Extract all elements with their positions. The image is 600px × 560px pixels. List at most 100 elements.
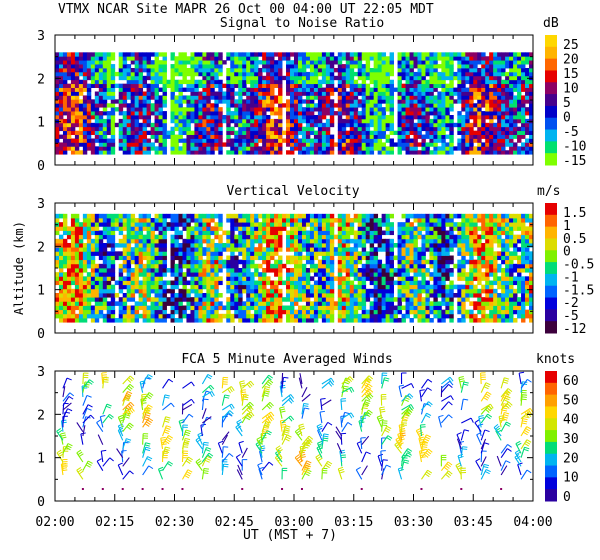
snr-cell — [313, 118, 319, 124]
snr-cell — [122, 87, 128, 92]
vv-cell — [230, 293, 235, 298]
snr-cell — [270, 71, 275, 77]
snr-cell — [509, 150, 514, 155]
snr-cell — [317, 150, 323, 155]
vv-cell — [365, 318, 371, 323]
vv-cell — [385, 313, 390, 319]
snr-cell — [337, 118, 343, 124]
snr-cell — [258, 130, 263, 135]
snr-cell — [230, 60, 235, 65]
snr-cell — [409, 91, 414, 96]
snr-cell — [461, 87, 466, 92]
vv-cell — [110, 318, 116, 323]
snr-cell — [134, 107, 140, 112]
vv-cell — [202, 272, 207, 277]
vv-cell — [70, 272, 76, 277]
snr-cell — [513, 115, 518, 120]
snr-cell — [325, 75, 331, 81]
vv-cell — [182, 272, 187, 277]
vv-cell — [222, 313, 227, 319]
vv-cell — [270, 226, 275, 231]
snr-cell — [154, 79, 159, 85]
snr-cell — [481, 79, 486, 85]
snr-cell — [457, 52, 462, 57]
vv-cell — [210, 318, 215, 323]
snr-cell — [294, 134, 299, 139]
snr-cell — [274, 79, 279, 85]
snr-cell — [158, 103, 163, 108]
vv-cell — [305, 255, 311, 261]
vv-cell — [270, 284, 275, 290]
vv-cell — [373, 305, 379, 311]
vv-cell — [70, 309, 76, 315]
snr-cell — [321, 111, 327, 116]
snr-cell — [62, 68, 68, 73]
snr-cell — [262, 150, 267, 155]
vv-cell — [194, 280, 199, 286]
vv-cell — [58, 313, 64, 319]
snr-cell — [509, 146, 514, 151]
snr-cell — [337, 126, 343, 132]
vv-cell — [262, 255, 267, 261]
snr-cell — [497, 75, 502, 81]
snr-cell — [226, 83, 231, 88]
vv-cell — [198, 255, 203, 261]
vv-cell — [337, 313, 343, 319]
snr-cell — [381, 118, 387, 124]
vv-cell — [98, 288, 104, 294]
vv-cell — [214, 226, 219, 231]
vv-cell — [238, 234, 243, 240]
vv-cell — [377, 263, 383, 269]
snr-cell — [182, 146, 187, 151]
snr-cell — [206, 138, 211, 143]
vv-cell — [158, 238, 163, 244]
vv-cell — [142, 309, 148, 315]
snr-cell — [449, 150, 454, 155]
vv-cell — [130, 284, 136, 290]
vv-cell — [70, 218, 76, 223]
snr-cell — [126, 150, 132, 155]
snr-cell — [445, 111, 450, 116]
snr-cell — [517, 103, 522, 108]
snr-cell — [357, 134, 363, 139]
vv-cell — [369, 280, 375, 286]
snr-cell — [385, 75, 390, 81]
snr-cell — [78, 142, 84, 147]
vv-cell — [345, 251, 351, 256]
snr-cell — [393, 87, 398, 92]
snr-cell — [110, 138, 116, 143]
vv-cell — [206, 276, 211, 281]
vv-cell — [190, 313, 195, 319]
vv-cell — [401, 263, 406, 269]
snr-cell — [266, 75, 271, 81]
snr-cell — [286, 150, 291, 155]
vv-cell — [309, 268, 315, 273]
snr-cell — [409, 130, 414, 135]
snr-cell — [86, 126, 92, 132]
vv-cell — [246, 255, 251, 261]
vv-cell — [150, 243, 155, 248]
vv-cell — [122, 280, 128, 286]
vv-cell — [369, 259, 375, 265]
snr-x-ticks — [54, 35, 534, 165]
vv-cell — [234, 301, 239, 306]
snr-cell — [186, 83, 191, 88]
vv-cell — [397, 251, 402, 256]
vv-cell — [94, 309, 100, 315]
snr-cell — [421, 91, 426, 96]
snr-cell — [270, 138, 275, 143]
snr-cell — [405, 146, 410, 151]
vv-cell — [397, 243, 402, 248]
snr-cell — [98, 150, 104, 155]
snr-cell — [278, 130, 283, 135]
snr-cell — [86, 146, 92, 151]
snr-cell — [226, 87, 231, 92]
snr-cell — [521, 75, 526, 81]
y-tick-label: 2 — [37, 72, 45, 87]
snr-cell — [122, 83, 128, 88]
snr-cell — [274, 75, 279, 81]
snr-cell — [162, 99, 167, 104]
snr-cell — [509, 115, 514, 120]
vv-cell — [238, 288, 243, 294]
vv-cell — [94, 230, 100, 236]
